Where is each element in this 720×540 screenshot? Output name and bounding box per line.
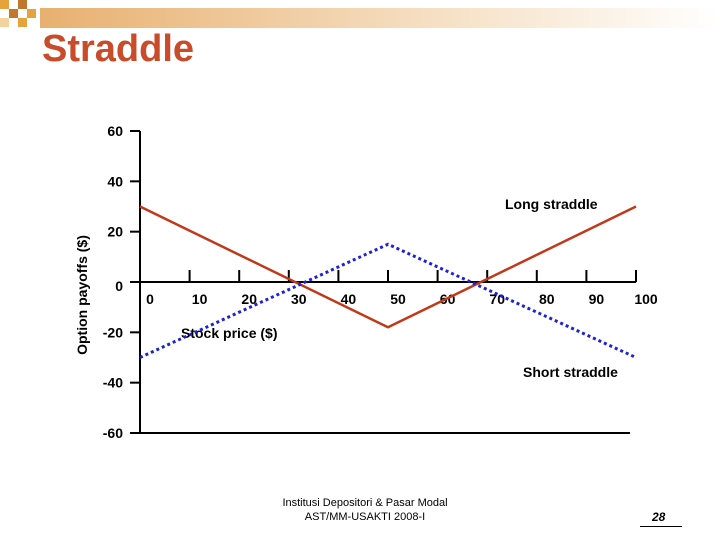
header-square (18, 18, 27, 27)
footer-institution: Institusi Depositori & Pasar Modal (282, 497, 448, 509)
header-square (18, 0, 27, 9)
y-tick-label: 60 (107, 123, 123, 139)
y-axis-title: Option payoffs ($) (74, 235, 90, 355)
page-number: 28 (652, 510, 666, 524)
x-axis-title: Stock price ($) (181, 325, 277, 341)
header-square (0, 18, 9, 27)
y-tick-label: 40 (107, 173, 123, 189)
footer-course: AST/MM-USAKTI 2008-I (304, 511, 426, 523)
page-number-underline (640, 526, 682, 527)
slide-footer: Institusi Depositori & Pasar Modal AST/M… (240, 496, 490, 524)
x-tick-label: 100 (634, 291, 658, 307)
x-tick-label: 90 (589, 291, 605, 307)
y-tick-label: -60 (103, 425, 123, 441)
header-square (0, 0, 9, 9)
slide-title: Straddle (42, 28, 195, 70)
x-tick-label: 80 (539, 291, 555, 307)
series-line-long-straddle (139, 205, 637, 329)
x-tick-label: 0 (146, 291, 154, 307)
header-square (9, 9, 18, 18)
y-tick-label: 0 (115, 278, 123, 294)
series-label-long-straddle: Long straddle (505, 196, 598, 212)
x-tick-label: 10 (192, 291, 208, 307)
y-tick-label: -20 (103, 324, 123, 340)
x-tick-label: 50 (390, 291, 406, 307)
series-line-short-straddle (139, 242, 637, 359)
x-tick-label: 20 (241, 291, 257, 307)
y-tick-label: 20 (107, 224, 123, 240)
x-tick-label: 40 (341, 291, 357, 307)
header-square (27, 9, 36, 18)
header-decoration (0, 0, 720, 28)
series-label-short-straddle: Short straddle (523, 364, 618, 380)
y-tick-label: -40 (103, 375, 123, 391)
header-gradient-bar (40, 8, 720, 28)
x-tick-label: 30 (291, 291, 307, 307)
